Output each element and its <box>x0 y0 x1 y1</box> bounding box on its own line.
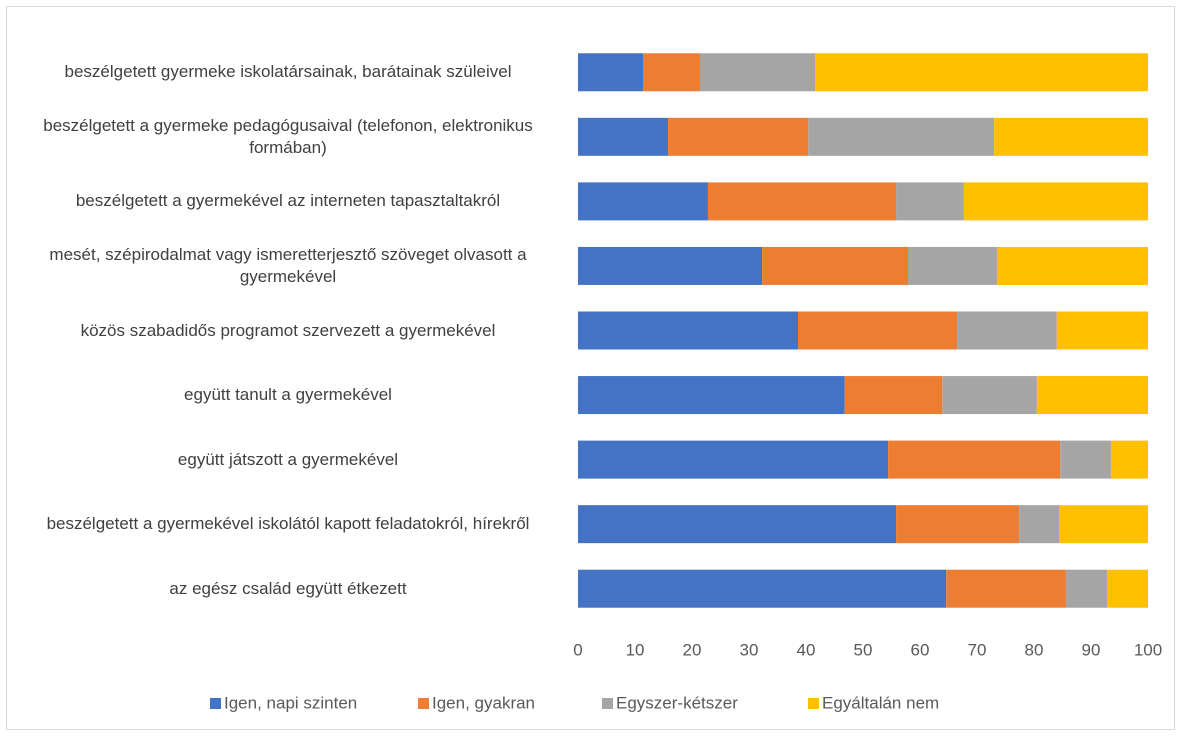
bar-segment <box>1110 440 1148 479</box>
bar-segment <box>896 182 964 221</box>
bar-segment <box>798 311 958 350</box>
y-tick-label: közös szabadidős programot szervezett a … <box>80 320 496 340</box>
bar-segment <box>578 505 897 544</box>
bar-segment <box>908 246 997 285</box>
bar-segment <box>668 117 809 156</box>
x-tick-label: 60 <box>911 640 930 659</box>
bar-segment <box>762 246 909 285</box>
x-tick-label: 80 <box>1025 640 1044 659</box>
x-tick-label: 10 <box>626 640 645 659</box>
y-tick-label: beszélgetett gyermeke iskolatársainak, b… <box>64 62 512 82</box>
bar-segment <box>578 440 889 479</box>
bar-segment <box>994 117 1148 156</box>
x-tick-label: 40 <box>797 640 816 659</box>
x-tick-label: 100 <box>1134 640 1162 659</box>
bar-segment <box>1036 376 1148 415</box>
bar-segment <box>896 505 1020 544</box>
legend-swatch <box>418 698 429 709</box>
legend-label: Igen, gyakran <box>432 693 535 712</box>
bar-segment <box>1106 569 1148 608</box>
y-tick-label: az egész család együtt étkezett <box>169 578 407 598</box>
bar-segment <box>578 182 708 221</box>
bar-segment <box>578 246 763 285</box>
bar-segment <box>699 53 816 92</box>
bar-segment <box>578 376 845 415</box>
y-tick-label: beszélgetett a gyermekével iskolától kap… <box>46 514 530 534</box>
y-tick-label: mesét, szépirodalmat vagy ismeretterjesz… <box>49 244 527 286</box>
legend-label: Egyáltalán nem <box>822 693 939 712</box>
bar-segment <box>707 182 897 221</box>
x-tick-label: 70 <box>968 640 987 659</box>
bar-segment <box>1060 440 1111 479</box>
bar-segment <box>963 182 1148 221</box>
legend-swatch <box>808 698 819 709</box>
bar-segment <box>815 53 1148 92</box>
chart-border <box>6 6 1175 730</box>
bar-segment <box>578 569 947 608</box>
legend-swatch <box>602 698 613 709</box>
x-tick-label: 50 <box>854 640 873 659</box>
legend-swatch <box>210 698 221 709</box>
bar-segment <box>844 376 943 415</box>
bar-segment <box>578 311 799 350</box>
x-tick-label: 0 <box>573 640 582 659</box>
bar-segment <box>1019 505 1060 544</box>
x-tick-label: 90 <box>1082 640 1101 659</box>
bar-segment <box>1056 311 1148 350</box>
x-tick-label: 20 <box>683 640 702 659</box>
bar-segment <box>1065 569 1107 608</box>
bar-segment <box>946 569 1066 608</box>
bar-segment <box>888 440 1061 479</box>
y-tick-label: beszélgetett a gyermeke pedagógusaival (… <box>43 115 533 157</box>
legend-label: Egyszer-kétszer <box>616 693 738 712</box>
bar-segment <box>1059 505 1148 544</box>
bar-segment <box>642 53 700 92</box>
bar-segment <box>808 117 995 156</box>
bar-segment <box>942 376 1037 415</box>
y-tick-label: együtt játszott a gyermekével <box>177 449 399 469</box>
bar-segment <box>578 53 643 92</box>
bar-segment <box>996 246 1148 285</box>
y-tick-label: együtt tanult a gyermekével <box>184 385 392 405</box>
bar-segment <box>578 117 669 156</box>
bar-segment <box>957 311 1057 350</box>
legend-label: Igen, napi szinten <box>224 693 357 712</box>
x-tick-label: 30 <box>740 640 759 659</box>
y-tick-label: beszélgetett a gyermekével az interneten… <box>75 191 501 211</box>
